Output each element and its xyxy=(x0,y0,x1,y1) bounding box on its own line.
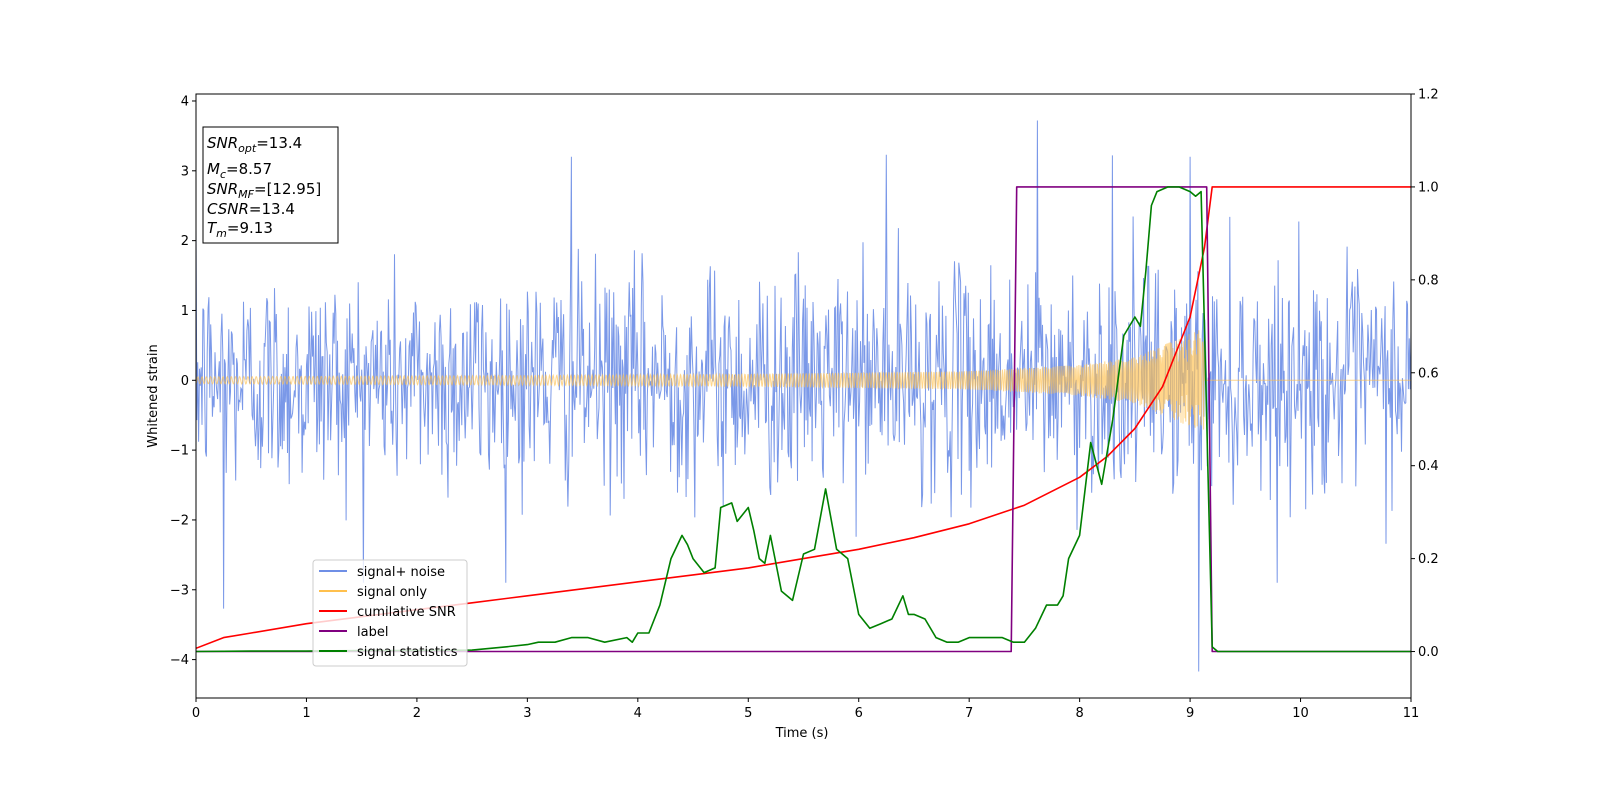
legend: signal+ noise signal only cumilative SNR… xyxy=(312,559,468,667)
snr-opt-text: SNRopt=13.4 xyxy=(207,134,302,155)
legend-label-signal-statistics: signal statistics xyxy=(357,645,458,660)
y2-tick-label: 0.0 xyxy=(1418,645,1439,660)
x-tick-label: 5 xyxy=(744,706,752,721)
y-tick-label: 3 xyxy=(181,164,189,179)
y-tick-label: −2 xyxy=(170,513,189,528)
legend-item-signal-only: signal only xyxy=(319,585,427,600)
legend-label-signal-noise: signal+ noise xyxy=(357,565,445,580)
x-tick-label: 7 xyxy=(965,706,973,721)
x-tick-label: 9 xyxy=(1186,706,1194,721)
mc-text: Mc=8.57 xyxy=(207,160,272,181)
legend-label-label: label xyxy=(357,625,388,640)
y-tick-label: 1 xyxy=(181,304,189,319)
annotation-box: SNRopt=13.4 Mc=8.57 SNRMF=[12.95] CSNR=1… xyxy=(202,126,339,244)
y2-tick-label: 0.6 xyxy=(1418,366,1439,381)
y2-tick-label: 1.2 xyxy=(1418,88,1439,103)
y-axis-left: −4 −3 −2 −1 0 1 2 3 4 xyxy=(170,94,196,668)
y-tick-label: 4 xyxy=(181,94,189,109)
series-signal-statistics xyxy=(196,186,1411,653)
x-tick-label: 4 xyxy=(634,706,642,721)
y-tick-label: −3 xyxy=(170,583,189,598)
legend-item-signal-statistics: signal statistics xyxy=(319,645,458,660)
y-tick-label: 2 xyxy=(181,234,189,249)
y2-tick-label: 0.8 xyxy=(1418,273,1439,288)
y-tick-label: −4 xyxy=(170,653,189,668)
legend-label-signal-only: signal only xyxy=(357,585,427,600)
y-axis-label: Whitened strain xyxy=(146,344,161,447)
y2-tick-label: 0.4 xyxy=(1418,459,1439,474)
x-tick-label: 10 xyxy=(1292,706,1309,721)
legend-item-cumulative-snr: cumilative SNR xyxy=(319,605,456,620)
x-tick-label: 11 xyxy=(1403,706,1420,721)
y2-tick-label: 1.0 xyxy=(1418,180,1439,195)
y-axis-right: 0.0 0.2 0.4 0.6 0.8 1.0 1.2 xyxy=(1411,88,1439,660)
x-tick-label: 1 xyxy=(302,706,310,721)
tm-text: Tm=9.13 xyxy=(207,219,273,240)
legend-item-signal-noise: signal+ noise xyxy=(319,565,445,580)
y2-tick-label: 0.2 xyxy=(1418,552,1439,567)
legend-label-cumulative-snr: cumilative SNR xyxy=(357,605,456,620)
x-tick-label: 8 xyxy=(1075,706,1083,721)
x-tick-label: 3 xyxy=(523,706,531,721)
y-tick-label: 0 xyxy=(181,374,189,389)
legend-item-label: label xyxy=(319,625,388,640)
x-tick-label: 6 xyxy=(855,706,863,721)
x-axis: 0 1 2 3 4 5 6 7 8 9 10 11 xyxy=(192,698,1419,721)
x-tick-label: 0 xyxy=(192,706,200,721)
y-tick-label: −1 xyxy=(170,444,189,459)
x-tick-label: 2 xyxy=(413,706,421,721)
csnr-text: CSNR=13.4 xyxy=(207,200,295,218)
snr-mf-text: SNRMF=[12.95] xyxy=(207,180,321,201)
x-axis-label: Time (s) xyxy=(775,726,829,741)
plot-frame xyxy=(195,93,1412,699)
